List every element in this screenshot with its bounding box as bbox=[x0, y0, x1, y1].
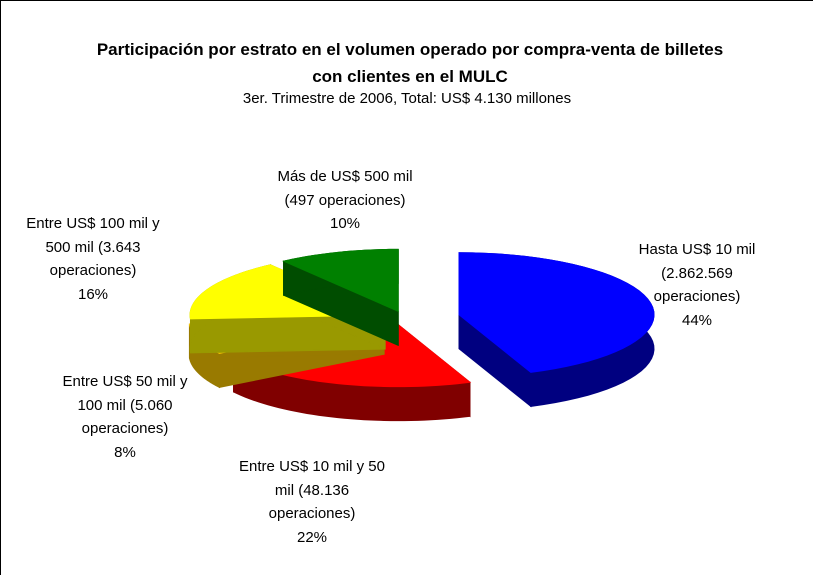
percent-label: 44% bbox=[681, 311, 713, 329]
data-label: Entre US$ 50 mil y 100 mil (5.060 operac… bbox=[50, 370, 200, 464]
data-label: Entre US$ 10 mil y 50 mil (48.136 operac… bbox=[237, 455, 387, 549]
chart-subtitle: 3er. Trimestre de 2006, Total: US$ 4.130… bbox=[242, 90, 572, 107]
data-label: Entre US$ 100 mil y 500 mil (3.643 opera… bbox=[18, 212, 168, 306]
slice bbox=[458, 252, 655, 408]
slice bbox=[281, 248, 399, 347]
chart-title: Participación por estrato en el volumen … bbox=[96, 40, 724, 86]
percent-label: 16% bbox=[77, 285, 109, 303]
percent-label: 8% bbox=[114, 443, 136, 461]
category-label: Entre US$ 10 mil y 50 mil (48.136 operac… bbox=[239, 458, 385, 522]
slice-top bbox=[281, 248, 399, 313]
percent-label: 10% bbox=[329, 215, 361, 232]
percent-label: 22% bbox=[296, 528, 328, 546]
slice-top bbox=[458, 252, 655, 373]
category-label: Hasta US$ 10 mil (2.862.569 operaciones) bbox=[638, 241, 756, 305]
category-label: Entre US$ 50 mil y 100 mil (5.060 operac… bbox=[62, 373, 188, 437]
category-label: Entre US$ 100 mil y 500 mil (3.643 opera… bbox=[26, 215, 160, 279]
data-label: Hasta US$ 10 mil (2.862.569 operaciones)… bbox=[627, 238, 767, 332]
category-label: Más de US$ 500 mil (497 operaciones) bbox=[277, 168, 413, 209]
data-label: Más de US$ 500 mil (497 operaciones) 10% bbox=[265, 165, 425, 236]
